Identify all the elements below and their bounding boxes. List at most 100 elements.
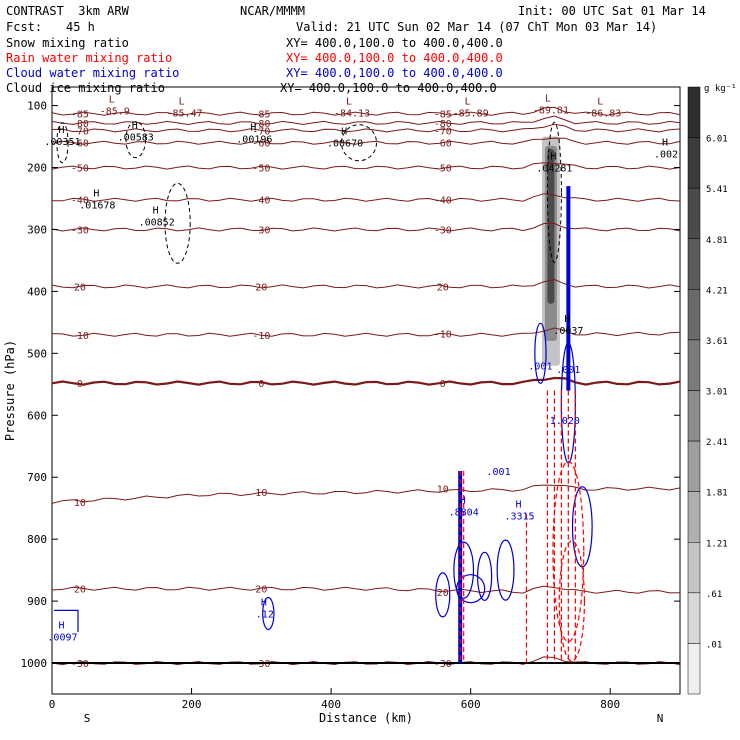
low-marker-0: L [109,95,115,106]
isotherm-label-8-2: -50 [434,164,452,175]
low-marker-5: L [597,97,603,108]
colorbar-cell-10 [687,592,701,644]
max-value-3: .00670 [327,139,363,150]
isotherm-label-11-2: -80 [434,119,452,130]
y-tick-label-1: 200 [27,162,47,175]
y-tick-label-4: 500 [27,347,47,360]
isotherm-11 [51,115,681,126]
isotherm-label-5-2: 20 [437,282,449,293]
isotherm-label-12-0: -85 [71,110,89,121]
max-marker-1: H [132,121,138,132]
low-marker-1: L [179,97,185,108]
isotherm-label-7-0: -40 [71,196,89,207]
y-tick-label-3: 400 [27,285,47,298]
max-value-13: .8804 [449,507,479,518]
isotherm-label-8-0: -50 [71,164,89,175]
isotherm-label-5-1: 20 [255,282,267,293]
isotherm-1 [51,585,681,594]
isotherm-label-9-0: -60 [71,139,89,150]
y-tick-label-0: 100 [27,100,47,113]
y-tick-label-9: 1000 [21,657,48,670]
colorbar-cell-11 [687,643,701,695]
low-value-2: -84.13 [334,109,370,120]
isotherm-label-6-2: -30 [434,225,452,236]
forecast-hour: 45 h [66,20,95,34]
isotherm-label-7-2: -40 [434,196,452,207]
isotherm-label-12-1: -85 [252,110,270,121]
rain-contour-1 [558,540,586,662]
colorbar-cell-1 [687,137,701,189]
isotherm-label-4-1: -10 [252,331,270,342]
isotherm-label-10-2: -70 [434,126,452,137]
cloud-water-contour-7 [534,322,547,384]
isotherm-7 [51,193,681,202]
isotherm-label-3-2: 0 [440,379,446,390]
isotherm-label-4-0: -10 [71,331,89,342]
max-marker-7: H [153,205,159,216]
field-cloud-water-xy: XY= 400.0,100.0 to 400.0,400.0 [286,66,503,80]
isotherm-8 [51,162,681,170]
colorbar-label-5: 3.01 [706,388,728,398]
max-value-10: .001 [556,365,580,376]
field-snow-xy: XY= 400.0,100.0 to 400.0,400.0 [286,36,503,50]
isotherm-5 [51,278,681,289]
max-marker-15: H [261,597,267,608]
isotherm-label-1-1: 20 [255,585,267,596]
isotherm-2 [51,484,681,504]
cloud-ice-contour-1 [125,121,147,159]
max-value-4: .002 [654,149,678,160]
y-tick-label-8: 900 [27,595,47,608]
cloud-ice-contour-4 [546,121,562,263]
isotherm-label-4-2: -10 [434,330,452,341]
max-value-8: .0037 [553,326,583,337]
isotherm-label-0-1: -30 [252,659,270,670]
isotherm-label-9-1: -60 [252,139,270,150]
max-value-2: .00196 [236,134,272,145]
max-value-12: .001 [487,467,511,478]
isotherm-label-9-2: -60 [434,139,452,150]
isotherm-9 [51,137,681,145]
max-value-0: .00351 [44,137,80,148]
isotherm-label-8-1: -50 [252,164,270,175]
isotherm-label-6-0: -30 [71,225,89,236]
isotherm-label-0-0: -30 [71,659,89,670]
isotherm-label-2-2: 10 [437,484,449,495]
x-axis-title: Distance (km) [319,711,413,725]
x-tick-label-4: 800 [600,698,620,711]
max-marker-2: H [250,122,256,133]
y-axis-title: Pressure (hPa) [3,340,17,441]
isotherm-label-5-0: 20 [74,282,86,293]
cloud-ice-contour-2 [164,182,191,264]
field-snow-name: Snow mixing ratio [6,36,129,50]
max-marker-8: H [564,314,570,325]
colorbar-cell-8 [687,491,701,543]
max-marker-5: H [550,152,556,163]
colorbar-label-0: 6.01 [706,135,728,145]
field-rain-name: Rain water mixing ratio [6,51,173,65]
colorbar-label-9: .61 [706,590,722,600]
colorbar-cell-4 [687,289,701,341]
max-marker-3: H [341,127,347,138]
colorbar-cell-5 [687,339,701,391]
low-value-0: -85.9 [100,107,130,118]
y-tick-label-5: 600 [27,409,47,422]
snow-shading-2 [547,148,555,304]
max-value-1: .00583 [118,133,154,144]
isotherm-label-10-1: -70 [252,126,270,137]
isotherm-10 [51,123,681,133]
cloud-water-contour-2 [496,539,515,601]
colorbar-label-7: 1.81 [706,489,728,499]
colorbar-cell-0 [687,86,701,138]
isotherm-label-2-0: 10 [74,498,86,509]
max-marker-6: H [93,189,99,200]
isotherm-6 [51,223,681,232]
isotherm-label-6-1: -30 [252,225,270,236]
isotherm-label-2-1: 10 [255,488,267,499]
isotherm-label-1-0: 20 [74,585,86,596]
x-tick-label-0: 0 [49,698,56,711]
colorbar-cell-2 [687,187,701,240]
x-end-label-right: N [657,712,664,725]
max-marker-4: H [662,137,668,148]
max-value-11: 1.020 [550,416,580,427]
colorbar-cell-3 [687,238,701,290]
